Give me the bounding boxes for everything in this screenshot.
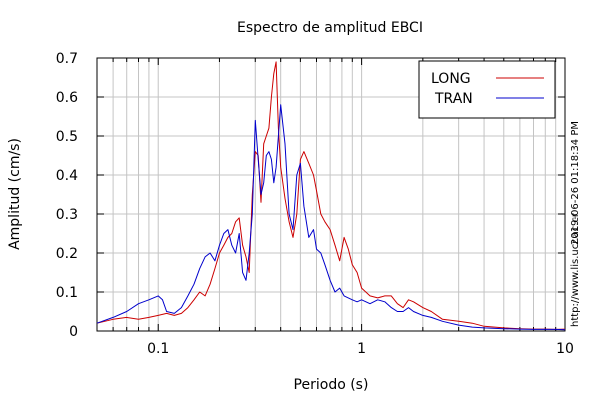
plot-frame	[96, 57, 566, 332]
chart-title: Espectro de amplitud EBCI	[237, 20, 423, 36]
y-axis-ticks: 0 0.1 0.2 0.3 0.4 0.5 0.6 0.7	[56, 51, 565, 340]
legend-label-long: LONG	[431, 71, 471, 87]
legend: LONG TRAN	[418, 60, 556, 119]
y-axis-label: Amplitud (cm/s)	[7, 138, 23, 250]
x-tick-label: 10	[556, 341, 574, 357]
series-layer	[96, 61, 566, 331]
x-tick-label: 1	[357, 341, 366, 357]
y-tick-label: 0.4	[56, 168, 78, 184]
timestamp-note: 2019-06-26 01:18:34 PM	[570, 121, 581, 245]
y-tick-label: 0.5	[56, 129, 78, 145]
x-axis-ticks: 0.1 1 10	[96, 58, 574, 357]
series-line-long	[96, 61, 566, 330]
plot-grid	[96, 58, 566, 331]
y-tick-label: 0.2	[56, 246, 78, 262]
y-tick-label: 0.7	[56, 51, 78, 67]
series-line-tran	[96, 104, 566, 331]
legend-box	[418, 60, 556, 119]
legend-label-tran: TRAN	[434, 91, 473, 107]
source-url-note: http://www.lis.ucr.ac.cr	[570, 212, 581, 327]
y-tick-label: 0	[69, 324, 78, 340]
y-tick-label: 0.6	[56, 90, 78, 106]
y-tick-label: 0.3	[56, 207, 78, 223]
y-tick-label: 0.1	[56, 285, 78, 301]
x-tick-label: 0.1	[147, 341, 169, 357]
x-axis-label: Periodo (s)	[294, 377, 369, 393]
